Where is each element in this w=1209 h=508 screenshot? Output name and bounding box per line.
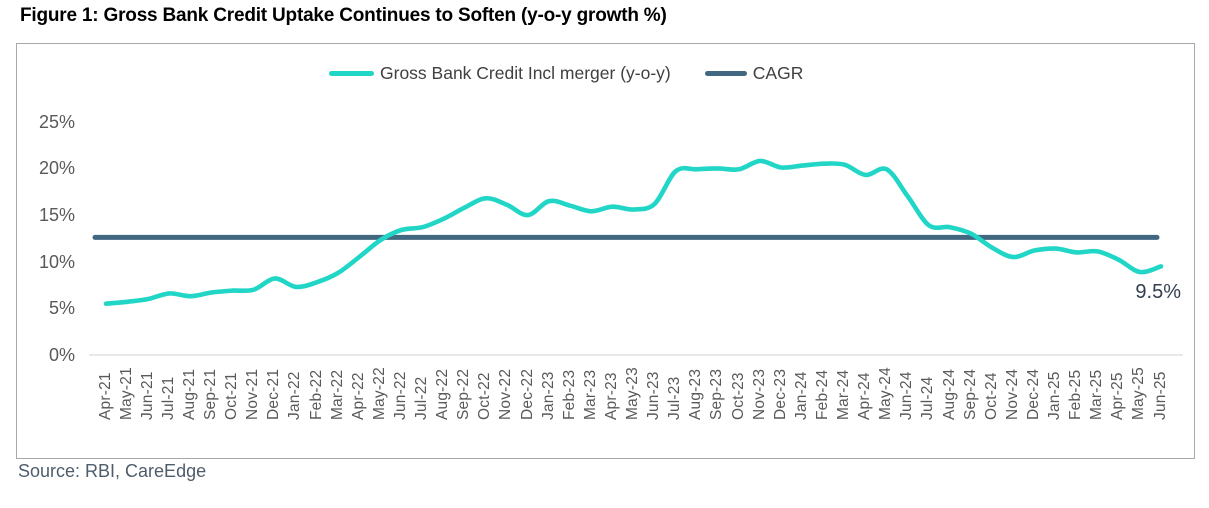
legend: Gross Bank Credit Incl merger (y-o-y) CA…	[329, 63, 803, 84]
x-axis-tick-label: Dec-22	[518, 368, 536, 420]
y-axis-tick-label: 25%	[38, 111, 75, 132]
x-axis-tick-label: Sep-22	[455, 368, 473, 420]
x-axis-tick-label: Apr-25	[1109, 372, 1127, 420]
x-axis-tick-label: Nov-24	[1003, 368, 1021, 420]
x-axis-tick-label: Aug-24	[940, 368, 958, 420]
x-axis-tick-label: Aug-21	[180, 368, 198, 420]
x-axis-tick-label: Mar-22	[328, 369, 346, 420]
x-axis-tick-label: May-24	[877, 367, 895, 420]
x-axis-tick-label: Apr-21	[96, 372, 114, 420]
x-axis-tick-label: May-22	[370, 367, 388, 420]
y-axis-tick-label: 10%	[38, 251, 75, 272]
x-axis-tick-label: Sep-24	[961, 368, 979, 420]
legend-label-credit: Gross Bank Credit Incl merger (y-o-y)	[380, 63, 671, 83]
y-axis-tick-label: 5%	[48, 298, 75, 319]
x-axis-tick-label: Apr-23	[602, 372, 620, 420]
x-axis-tick-label: Feb-23	[560, 369, 578, 420]
x-axis-tick-label: Oct-23	[729, 372, 747, 420]
cagr-line-swatch-icon	[704, 71, 747, 76]
x-axis-tick-label: Feb-22	[307, 369, 325, 420]
x-axis-tick-label: Jan-23	[539, 371, 557, 420]
x-axis-tick-label: Oct-21	[223, 372, 241, 420]
x-axis-tick-label: Feb-25	[1067, 369, 1085, 420]
y-axis-tick-label: 0%	[48, 345, 75, 365]
x-axis-tick-label: Feb-24	[813, 369, 831, 420]
source-note: Source: RBI, CareEdge	[18, 461, 207, 481]
x-axis-tick-label: Mar-24	[835, 369, 852, 420]
y-axis-tick-label: 20%	[38, 158, 75, 179]
x-axis-tick-label: Mar-23	[581, 369, 599, 420]
x-axis-tick-label: Nov-23	[750, 368, 768, 420]
x-axis-tick-label: Jan-25	[1046, 371, 1063, 420]
legend-label-cagr: CAGR	[752, 63, 804, 83]
x-axis-tick-label: Jul-23	[666, 376, 684, 420]
x-axis-tick-label: Apr-22	[349, 372, 367, 420]
x-axis-tick-label: Aug-23	[687, 368, 705, 420]
figure-title: Figure 1: Gross Bank Credit Uptake Conti…	[20, 5, 667, 26]
x-axis-tick-label: Nov-22	[497, 368, 515, 420]
x-axis-tick-label: Jan-22	[286, 371, 304, 420]
x-axis-tick-label: May-21	[117, 367, 135, 420]
x-axis-tick-label: Dec-23	[771, 368, 789, 420]
x-axis-tick-label: Jun-25	[1151, 371, 1169, 420]
x-axis-tick-label: Jun-21	[138, 371, 156, 420]
x-axis-tick-label: Oct-22	[476, 372, 494, 420]
x-axis-tick-label: Oct-24	[982, 372, 1000, 420]
x-axis-tick-label: Dec-21	[265, 368, 283, 420]
x-axis-tick-label: Jan-24	[792, 371, 810, 420]
x-axis-tick-label: Jul-22	[413, 376, 430, 420]
x-axis-tick-label: Jul-21	[159, 376, 177, 420]
x-axis-tick-label: Mar-25	[1088, 369, 1106, 420]
legend-item-cagr: CAGR	[704, 63, 804, 84]
x-axis-tick-label: Nov-21	[244, 368, 262, 420]
x-axis-tick-label: Sep-21	[202, 368, 219, 420]
credit-line	[103, 158, 1164, 306]
x-axis-tick-label: Jul-24	[919, 376, 937, 420]
credit-line-swatch-icon	[329, 71, 374, 76]
chart-area: Gross Bank Credit Incl merger (y-o-y) CA…	[16, 43, 1195, 459]
plot-canvas	[89, 158, 1183, 356]
x-axis-tick-label: Apr-24	[856, 372, 874, 420]
x-axis-tick-label: May-25	[1130, 367, 1148, 420]
x-axis-tick-label: Aug-22	[434, 368, 452, 420]
x-axis-tick-label: May-23	[624, 367, 641, 420]
x-axis-tick-label: Dec-24	[1024, 368, 1042, 420]
x-axis-tick-label: Jun-22	[391, 371, 409, 420]
y-axis-tick-label: 15%	[38, 205, 75, 226]
legend-item-credit: Gross Bank Credit Incl merger (y-o-y)	[329, 63, 671, 84]
last-value-annotation: 9.5%	[1135, 281, 1181, 303]
x-axis-tick-label: Jun-23	[645, 371, 663, 420]
x-axis-tick-label: Sep-23	[708, 368, 726, 420]
x-axis-tick-label: Jun-24	[898, 371, 916, 420]
